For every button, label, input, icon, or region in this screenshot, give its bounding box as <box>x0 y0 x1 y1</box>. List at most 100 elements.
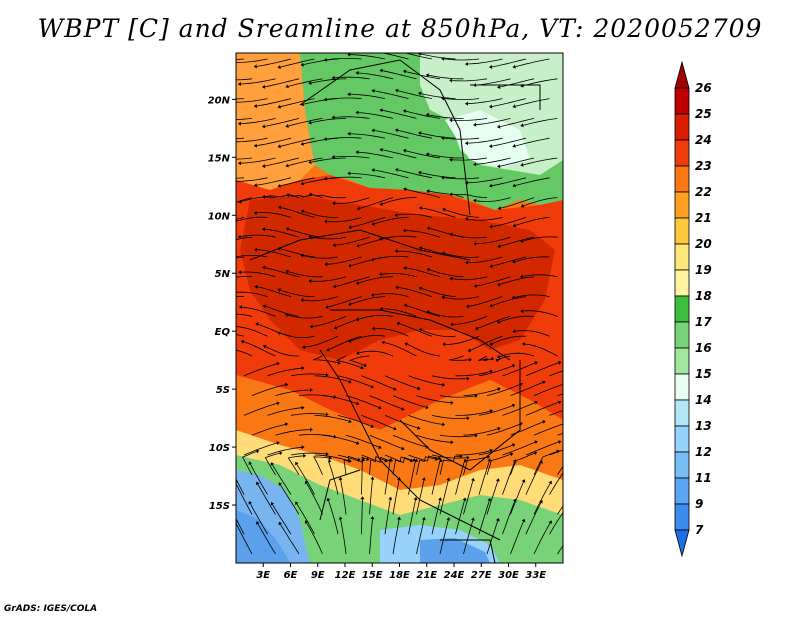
streamline-arrow <box>277 288 281 292</box>
streamline-arrow <box>253 104 258 108</box>
streamline-arrow <box>208 225 211 229</box>
streamline <box>523 310 558 317</box>
streamline-arrow <box>557 440 562 444</box>
streamline <box>500 197 535 209</box>
streamline <box>236 254 268 258</box>
streamline <box>264 452 280 476</box>
streamline <box>384 415 418 429</box>
streamline <box>311 194 347 199</box>
streamline-arrow <box>301 366 305 371</box>
streamline-arrow <box>557 400 562 405</box>
lon-tick-label: 6E <box>284 570 298 581</box>
streamline <box>495 355 511 361</box>
streamline-arrow <box>466 455 470 460</box>
streamline <box>306 483 323 515</box>
streamline-arrow <box>418 91 422 96</box>
streamline-arrow <box>332 284 337 289</box>
streamline <box>502 501 516 535</box>
streamline-arrow <box>285 193 290 197</box>
streamline <box>445 335 480 345</box>
streamline-arrow <box>255 449 260 454</box>
streamline <box>439 434 475 438</box>
streamline-arrow <box>418 286 423 291</box>
streamline <box>478 405 513 416</box>
streamline <box>280 177 315 187</box>
colorbar-label: 17 <box>695 315 712 329</box>
streamline-arrow <box>379 202 383 206</box>
streamline <box>264 194 300 198</box>
streamline <box>275 429 310 436</box>
streamline-arrow <box>253 64 258 69</box>
streamline-arrow <box>295 461 299 466</box>
streamline-arrow <box>473 162 477 167</box>
lon-tick-label: 33E <box>525 570 546 581</box>
streamline-arrow <box>418 131 422 136</box>
streamline <box>350 93 386 99</box>
streamline-arrow <box>404 342 409 347</box>
streamline-arrow <box>512 329 516 334</box>
streamline <box>515 98 550 107</box>
streamline <box>515 330 550 337</box>
streamline-arrow <box>356 351 360 355</box>
streamline <box>240 78 276 85</box>
streamline <box>499 78 535 88</box>
streamline <box>243 363 278 377</box>
streamline <box>533 384 563 396</box>
streamline-arrow <box>366 457 370 461</box>
streamline <box>420 172 456 179</box>
streamline-arrow <box>300 298 304 303</box>
streamline <box>313 355 339 364</box>
streamline <box>236 137 268 143</box>
streamline <box>314 415 350 422</box>
streamline-arrow <box>462 497 467 501</box>
streamline-arrow <box>325 372 329 377</box>
streamline-arrow <box>471 517 475 521</box>
streamline <box>384 342 417 357</box>
lon-tick-label: 24E <box>444 570 465 581</box>
streamline <box>361 375 395 390</box>
streamline <box>382 149 417 159</box>
streamline-arrow <box>417 386 421 391</box>
streamline <box>326 137 362 140</box>
streamline-arrow <box>284 422 289 427</box>
streamline-arrow <box>418 170 422 175</box>
colorbar-swatch <box>674 87 690 115</box>
streamline-arrow <box>566 381 569 385</box>
streamline-arrow <box>450 322 454 327</box>
colorbar: 26 25 24 23 22 21 20 19 18 17 16 15 14 13 12 11 9 7 <box>674 60 712 558</box>
streamline <box>405 150 441 159</box>
streamline-arrow <box>450 400 454 405</box>
streamline-arrow <box>331 75 335 80</box>
streamline-arrow <box>490 356 494 361</box>
colorbar-label: 20 <box>695 237 712 251</box>
streamline <box>463 428 498 436</box>
streamline <box>288 78 323 87</box>
streamline <box>470 335 503 351</box>
lat-tick-label: 10N <box>208 211 231 222</box>
streamline-arrow <box>278 205 282 210</box>
lon-tick-label: 30E <box>498 570 519 581</box>
streamline-arrow <box>495 517 500 522</box>
streamline <box>397 169 433 179</box>
colorbar-label: 14 <box>695 393 712 407</box>
streamline <box>241 306 276 317</box>
streamline-arrow <box>534 400 538 405</box>
streamline-arrow <box>512 498 517 503</box>
streamline-arrow <box>418 206 422 210</box>
streamline <box>491 58 527 68</box>
streamline <box>533 423 563 436</box>
streamline-arrow <box>355 317 360 322</box>
streamline-arrow <box>497 282 501 287</box>
streamline <box>502 441 536 456</box>
streamline <box>510 452 535 475</box>
streamline <box>502 402 536 416</box>
streamline <box>311 118 347 123</box>
streamline-arrow <box>512 223 517 228</box>
streamline-arrow <box>240 339 245 344</box>
streamline <box>243 442 278 456</box>
streamline-arrow <box>511 443 516 448</box>
streamline <box>478 460 490 495</box>
streamline-arrow <box>256 481 260 486</box>
lat-tick-label: 15S <box>209 501 230 512</box>
